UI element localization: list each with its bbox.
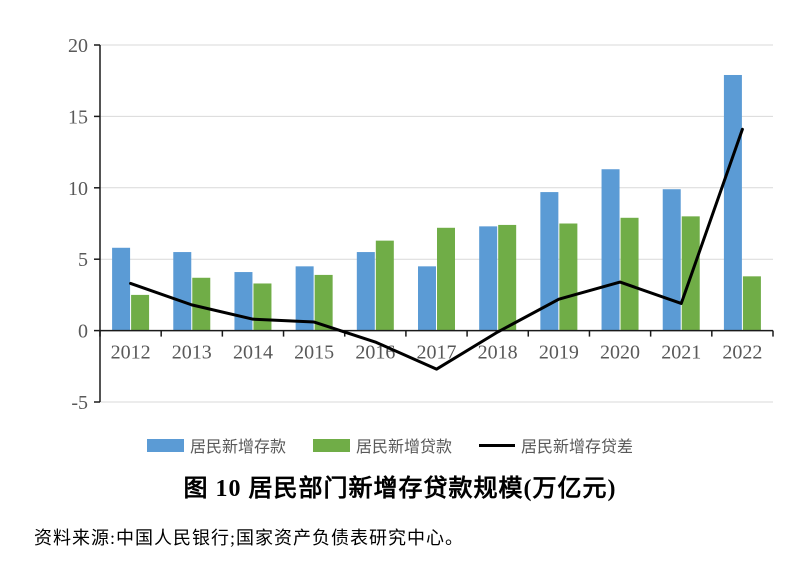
source-note: 资料来源:中国人民银行;国家资产负债表研究中心。 [34,528,464,548]
svg-text:0: 0 [78,321,88,343]
svg-text:2014: 2014 [233,342,273,364]
svg-text:2015: 2015 [294,342,334,364]
svg-text:2013: 2013 [172,342,212,364]
svg-text:2017: 2017 [417,342,457,364]
svg-text:10: 10 [68,178,88,200]
chart-legend: 居民新增存款 居民新增贷款 居民新增存贷差 [0,433,780,457]
legend-item-deposits: 居民新增存款 [146,433,286,457]
svg-text:2019: 2019 [539,342,579,364]
legend-label-deposits: 居民新增存款 [189,439,286,456]
loans-swatch-icon [312,438,350,452]
deposits-swatch-icon [146,438,184,452]
legend-item-diff: 居民新增存贷差 [479,433,633,457]
svg-text:2016: 2016 [355,342,395,364]
svg-text:15: 15 [68,106,88,128]
svg-text:-5: -5 [71,392,88,414]
svg-text:2021: 2021 [661,342,701,364]
svg-text:2022: 2022 [722,342,762,364]
svg-text:5: 5 [78,249,88,271]
svg-text:20: 20 [68,35,88,57]
svg-text:2018: 2018 [478,342,518,364]
svg-text:2020: 2020 [600,342,640,364]
legend-label-diff: 居民新增存贷差 [521,439,634,456]
legend-item-loans: 居民新增贷款 [312,433,452,457]
legend-label-loans: 居民新增贷款 [355,439,452,456]
svg-text:2012: 2012 [111,342,151,364]
chart-title: 图 10 居民部门新增存贷款规模(万亿元) [183,476,617,502]
diff-line-swatch-icon [479,443,515,447]
